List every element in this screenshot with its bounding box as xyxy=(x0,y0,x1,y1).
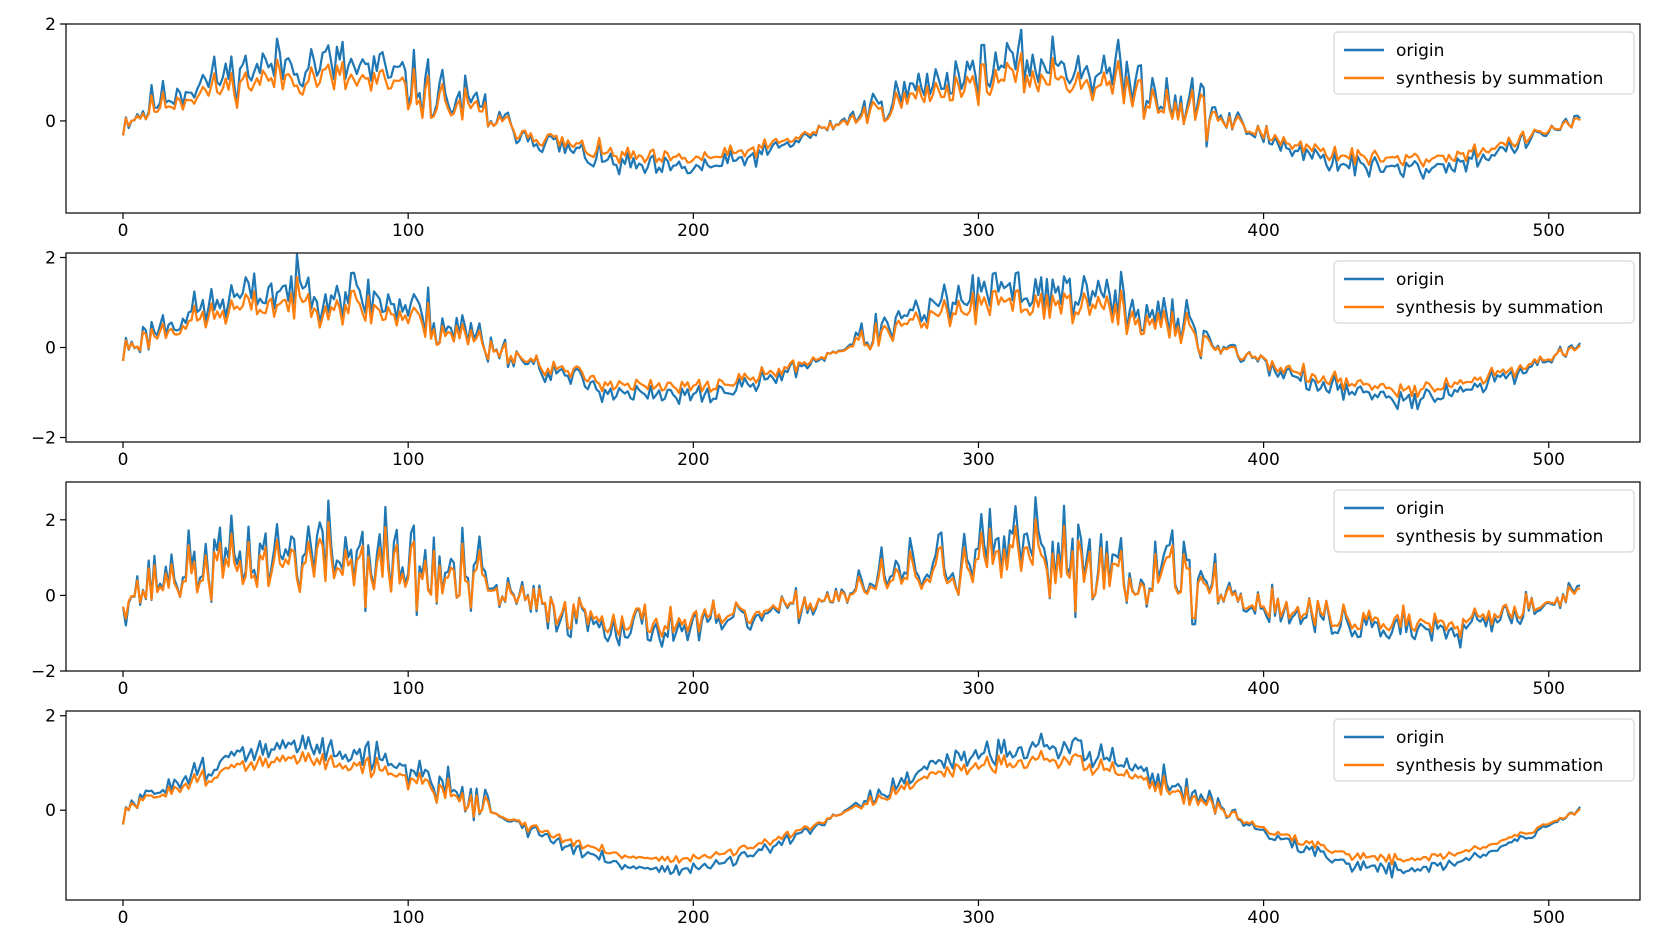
y-tick-label: −2 xyxy=(31,662,56,682)
x-tick-label: 0 xyxy=(118,221,129,241)
axes-frame xyxy=(65,23,1641,214)
series-line-origin xyxy=(121,732,1581,879)
chart-panel-3: 0 100 200 300 400 500 −2 0 2 origin synthesis by s… xyxy=(31,481,1641,699)
x-tick-label: 300 xyxy=(962,221,994,241)
x-tick-label: 500 xyxy=(1533,679,1565,699)
y-tick-label: 0 xyxy=(45,112,56,132)
chart-panel-1: 0 100 200 300 400 500 0 2 origin synthesis by sum… xyxy=(45,15,1641,241)
y-tick-label: 0 xyxy=(45,586,56,606)
legend-label-synthesis: synthesis by summation xyxy=(1396,756,1603,776)
legend-box xyxy=(1333,31,1635,95)
legend-label-synthesis: synthesis by summation xyxy=(1396,527,1603,547)
y-tick-label: −2 xyxy=(31,429,56,449)
x-tick-label: 100 xyxy=(392,450,424,470)
x-tick-label: 100 xyxy=(392,679,424,699)
series-line-origin xyxy=(121,28,1581,180)
chart-panel-2: 0 100 200 300 400 500 −2 0 2 origin synthesis by s… xyxy=(31,249,1641,470)
x-tick-label: 500 xyxy=(1533,221,1565,241)
y-tick-label: 0 xyxy=(45,801,56,821)
legend: origin synthesis by summation xyxy=(1333,260,1635,324)
legend: origin synthesis by summation xyxy=(1333,489,1635,553)
axes-frame xyxy=(65,481,1641,672)
y-tick-label: 2 xyxy=(45,511,56,531)
y-tick-label: 2 xyxy=(45,707,56,727)
x-tick-label: 100 xyxy=(392,221,424,241)
x-tick-label: 500 xyxy=(1533,908,1565,928)
series-line-synthesis xyxy=(121,749,1581,866)
x-tick-label: 300 xyxy=(962,908,994,928)
series-line-synthesis xyxy=(121,276,1581,398)
legend-label-origin: origin xyxy=(1396,728,1444,748)
legend: origin synthesis by summation xyxy=(1333,718,1635,782)
x-tick-label: 300 xyxy=(962,450,994,470)
legend-box xyxy=(1333,260,1635,324)
y-tick-label: 2 xyxy=(45,15,56,35)
x-tick-label: 400 xyxy=(1247,908,1279,928)
x-tick-label: 200 xyxy=(677,450,709,470)
series-line-synthesis xyxy=(121,518,1581,639)
legend-box xyxy=(1333,718,1635,782)
x-tick-label: 300 xyxy=(962,679,994,699)
x-tick-label: 0 xyxy=(118,450,129,470)
x-tick-label: 200 xyxy=(677,679,709,699)
legend-label-origin: origin xyxy=(1396,270,1444,290)
x-tick-label: 0 xyxy=(118,908,129,928)
x-tick-label: 400 xyxy=(1247,679,1279,699)
legend-label-origin: origin xyxy=(1396,41,1444,61)
y-tick-label: 2 xyxy=(45,249,56,269)
axes-frame xyxy=(65,710,1641,901)
legend-label-origin: origin xyxy=(1396,499,1444,519)
x-tick-label: 100 xyxy=(392,908,424,928)
legend-label-synthesis: synthesis by summation xyxy=(1396,69,1603,89)
x-tick-label: 500 xyxy=(1533,450,1565,470)
y-tick-label: 0 xyxy=(45,339,56,359)
x-tick-label: 400 xyxy=(1247,450,1279,470)
legend-box xyxy=(1333,489,1635,553)
legend-label-synthesis: synthesis by summation xyxy=(1396,298,1603,318)
x-tick-label: 400 xyxy=(1247,221,1279,241)
legend: origin synthesis by summation xyxy=(1333,31,1635,95)
x-tick-label: 200 xyxy=(677,908,709,928)
x-tick-label: 200 xyxy=(677,221,709,241)
series-line-synthesis xyxy=(121,51,1581,168)
x-tick-label: 0 xyxy=(118,679,129,699)
chart-panel-4: 0 100 200 300 400 500 0 2 origin synthesis by sum… xyxy=(45,707,1641,928)
